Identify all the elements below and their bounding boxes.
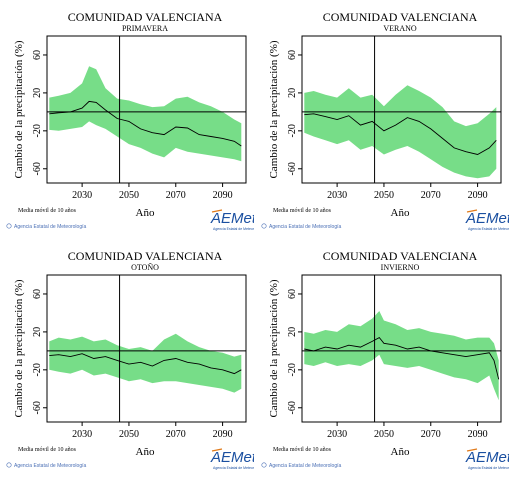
moving-average-note: Media móvil de 10 años bbox=[273, 447, 332, 453]
moving-average-note: Media móvil de 10 años bbox=[273, 208, 332, 214]
y-tick-label: 20 bbox=[287, 88, 298, 98]
x-tick-label: 2030 bbox=[327, 429, 347, 440]
plot-frame bbox=[46, 35, 247, 184]
aemet-logo-text: AEMet bbox=[210, 210, 254, 227]
y-tick-label: 60 bbox=[32, 50, 43, 60]
chart-title: COMUNIDAD VALENCIANA bbox=[68, 10, 223, 24]
aemet-logo-subtext: Agencia Estatal de Meteorología bbox=[213, 466, 254, 470]
credit-text: Agencia Estatal de Meteorología bbox=[14, 224, 86, 230]
plot-frame bbox=[301, 35, 502, 184]
y-axis-label: Cambio de la precipitación (%) bbox=[268, 279, 280, 417]
y-tick-label: -60 bbox=[32, 162, 43, 175]
x-tick-label: 2050 bbox=[374, 190, 394, 201]
y-tick-label: -20 bbox=[287, 363, 298, 376]
logo-accent-stroke bbox=[466, 209, 478, 213]
x-tick-label: 2070 bbox=[421, 190, 441, 201]
chart-title: COMUNIDAD VALENCIANA bbox=[323, 249, 478, 263]
chart-subtitle: VERANO bbox=[383, 24, 417, 33]
mean-series-line bbox=[304, 337, 500, 380]
x-tick-label: 2030 bbox=[327, 190, 347, 201]
aemet-logo-text: AEMet bbox=[465, 210, 509, 227]
y-axis-label: Cambio de la precipitación (%) bbox=[13, 279, 25, 417]
logo-accent-stroke bbox=[211, 209, 223, 213]
x-tick-label: 2050 bbox=[374, 429, 394, 440]
x-tick-label: 2070 bbox=[421, 429, 441, 440]
x-axis-label: Año bbox=[136, 207, 155, 219]
moving-average-note: Media móvil de 10 años bbox=[18, 447, 77, 453]
mean-series-line bbox=[304, 113, 497, 155]
credit-text: Agencia Estatal de Meteorología bbox=[14, 463, 86, 469]
uncertainty-band bbox=[304, 85, 497, 179]
y-tick-label: -60 bbox=[287, 162, 298, 175]
chart-title: COMUNIDAD VALENCIANA bbox=[323, 10, 478, 24]
y-tick-label: 60 bbox=[287, 50, 298, 60]
logo-accent-stroke bbox=[211, 448, 223, 452]
y-tick-label: 20 bbox=[287, 327, 298, 337]
x-tick-label: 2030 bbox=[72, 190, 92, 201]
y-axis-label: Cambio de la precipitación (%) bbox=[13, 40, 25, 178]
aemet-logo-text: AEMet bbox=[465, 449, 509, 466]
uncertainty-band bbox=[49, 66, 242, 162]
x-axis-label: Año bbox=[391, 446, 410, 458]
aemet-logo-text: AEMet bbox=[210, 449, 254, 466]
y-tick-label: 20 bbox=[32, 327, 43, 337]
aemet-logo-subtext: Agencia Estatal de Meteorología bbox=[213, 227, 254, 231]
chart-panel-verano: COMUNIDAD VALENCIANA VERANO 60 20 -20 -60 2030… bbox=[255, 0, 509, 238]
x-axis-label: Año bbox=[391, 207, 410, 219]
logo-accent-stroke bbox=[466, 448, 478, 452]
chart-subtitle: INVIERNO bbox=[381, 263, 420, 272]
y-tick-label: 60 bbox=[287, 289, 298, 299]
chart-panel-invierno: COMUNIDAD VALENCIANA INVIERNO 60 20 -20 -60 20… bbox=[255, 239, 509, 477]
x-tick-label: 2070 bbox=[166, 190, 186, 201]
x-tick-label: 2090 bbox=[213, 190, 233, 201]
y-tick-label: -60 bbox=[287, 401, 298, 414]
credit-text: Agencia Estatal de Meteorología bbox=[269, 463, 341, 469]
mean-series-line bbox=[49, 100, 242, 147]
x-tick-label: 2050 bbox=[119, 429, 139, 440]
chart-subtitle: OTOÑO bbox=[131, 262, 159, 272]
aemet-logo-subtext: Agencia Estatal de Meteorología bbox=[468, 466, 509, 470]
x-tick-label: 2070 bbox=[166, 429, 186, 440]
chart-panel-primavera: COMUNIDAD VALENCIANA PRIMAVERA 60 20 -20 -60 2… bbox=[0, 0, 254, 238]
credit-text: Agencia Estatal de Meteorología bbox=[269, 224, 341, 230]
chart-subtitle: PRIMAVERA bbox=[122, 24, 168, 33]
y-tick-label: -20 bbox=[287, 124, 298, 137]
moving-average-note: Media móvil de 10 años bbox=[18, 208, 77, 214]
chart-title: COMUNIDAD VALENCIANA bbox=[68, 249, 223, 263]
copyright-icon bbox=[6, 462, 12, 468]
y-axis-label: Cambio de la precipitación (%) bbox=[268, 40, 280, 178]
plot-frame bbox=[301, 274, 502, 423]
y-tick-label: -20 bbox=[32, 363, 43, 376]
copyright-icon bbox=[261, 462, 267, 468]
y-tick-label: 60 bbox=[32, 289, 43, 299]
y-tick-label: -20 bbox=[32, 124, 43, 137]
uncertainty-band bbox=[304, 311, 499, 401]
chart-panel-otono: COMUNIDAD VALENCIANA OTOÑO 60 20 -20 -60 2030 2… bbox=[0, 239, 254, 477]
x-tick-label: 2030 bbox=[72, 429, 92, 440]
x-axis-label: Año bbox=[136, 446, 155, 458]
x-tick-label: 2050 bbox=[119, 190, 139, 201]
copyright-icon bbox=[261, 223, 267, 229]
y-tick-label: -60 bbox=[32, 401, 43, 414]
x-tick-label: 2090 bbox=[213, 429, 233, 440]
aemet-logo-subtext: Agencia Estatal de Meteorología bbox=[468, 227, 509, 231]
x-tick-label: 2090 bbox=[468, 190, 488, 201]
copyright-icon bbox=[6, 223, 12, 229]
uncertainty-band bbox=[49, 333, 242, 393]
plot-frame bbox=[46, 274, 247, 423]
x-tick-label: 2090 bbox=[468, 429, 488, 440]
y-tick-label: 20 bbox=[32, 88, 43, 98]
mean-series-line bbox=[49, 353, 242, 375]
